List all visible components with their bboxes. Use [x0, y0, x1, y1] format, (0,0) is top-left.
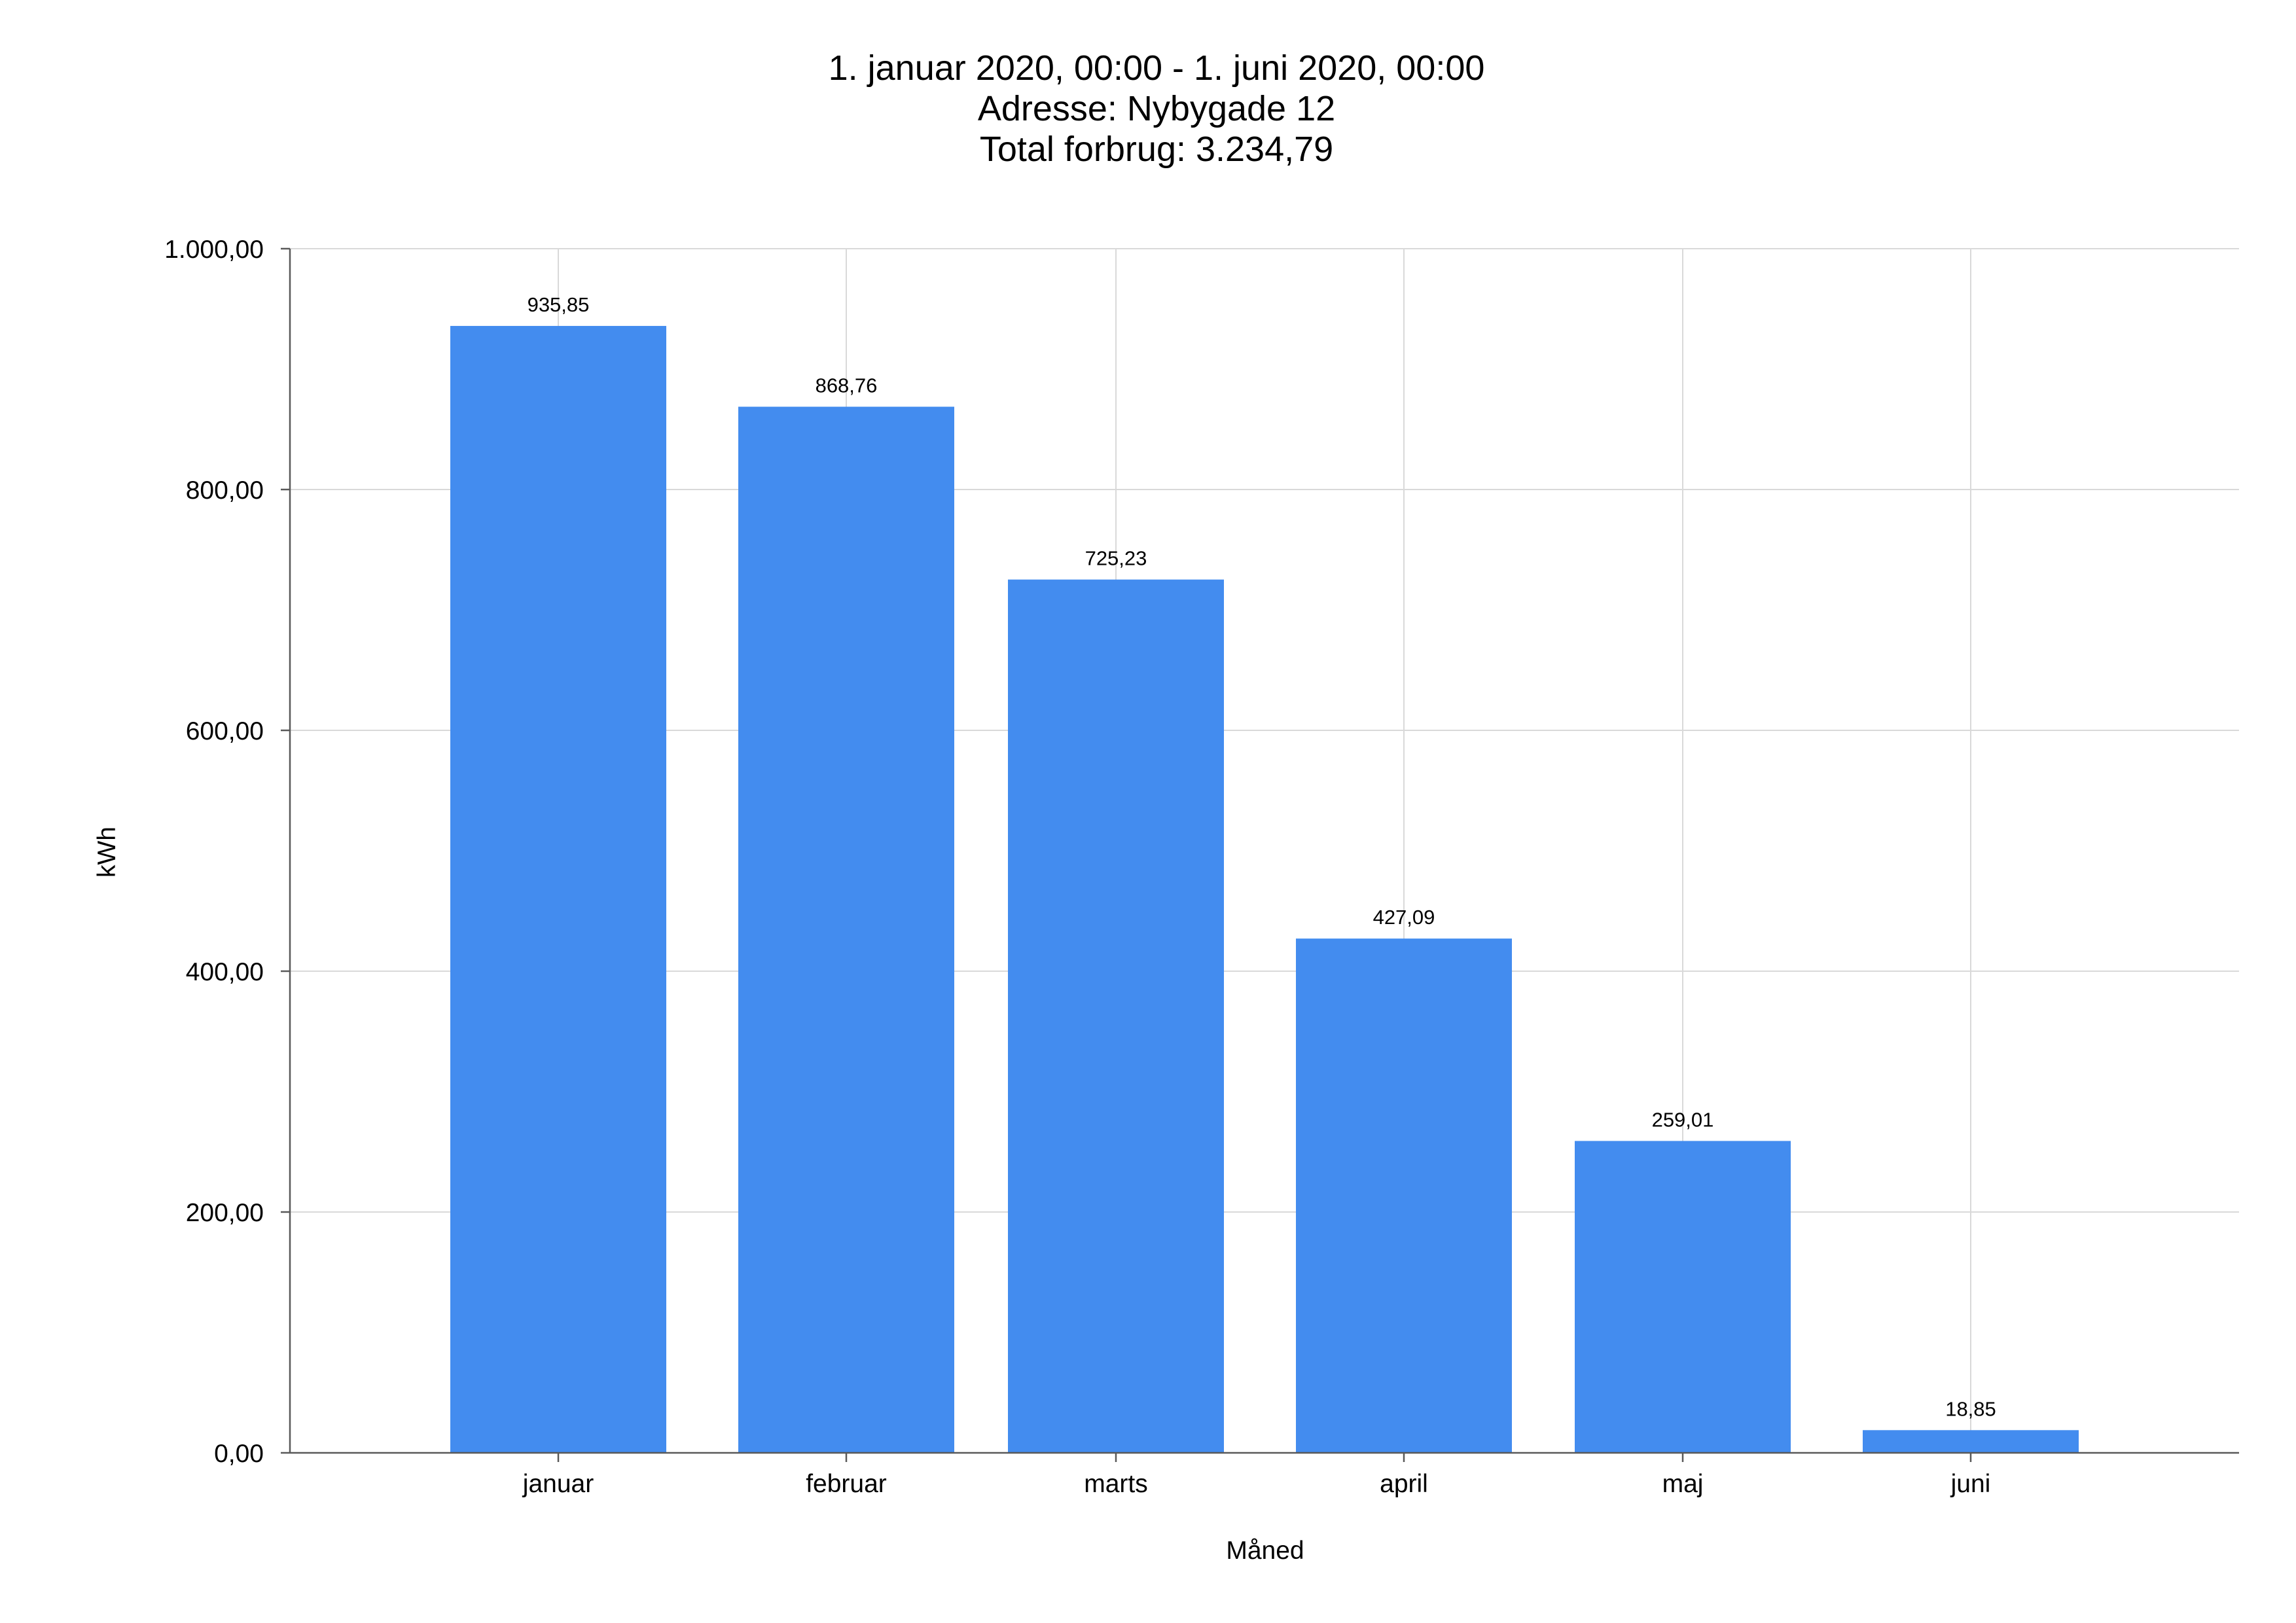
x-tick-label: marts — [1084, 1470, 1148, 1498]
bar-juni — [1863, 1430, 2079, 1453]
x-tick-label: juni — [1950, 1470, 1991, 1498]
chart-title-line-2: Adresse: Nybygade 12 — [978, 89, 1335, 128]
bars — [450, 326, 2079, 1453]
chart-title: 1. januar 2020, 00:00 - 1. juni 2020, 00… — [829, 48, 1485, 169]
y-axis-tick-labels: 0,00 200,00 400,00 600,00 800,00 1.000,00 — [164, 236, 264, 1468]
x-tick-label: februar — [806, 1470, 887, 1498]
data-label: 259,01 — [1652, 1108, 1714, 1131]
y-axis-title: kWh — [93, 827, 121, 878]
y-tick-label: 1.000,00 — [164, 236, 264, 264]
chart-title-line-3: Total forbrug: 3.234,79 — [980, 130, 1333, 169]
data-label: 725,23 — [1085, 547, 1147, 570]
x-tick-label: januar — [522, 1470, 594, 1498]
x-tick-label: april — [1380, 1470, 1428, 1498]
y-tick-label: 800,00 — [186, 476, 264, 505]
x-tick-label: maj — [1662, 1470, 1704, 1498]
chart-title-line-1: 1. januar 2020, 00:00 - 1. juni 2020, 00… — [829, 48, 1485, 88]
y-tick-label: 0,00 — [214, 1440, 264, 1468]
data-label: 18,85 — [1945, 1397, 1996, 1420]
x-axis-title: Måned — [1226, 1537, 1304, 1565]
data-label: 427,09 — [1373, 906, 1435, 929]
data-label: 935,85 — [528, 293, 590, 316]
y-tick-label: 600,00 — [186, 717, 264, 745]
x-axis-tick-labels: januar februar marts april maj juni — [522, 1470, 1991, 1498]
bar-marts — [1008, 579, 1224, 1453]
bar-april — [1296, 938, 1512, 1453]
y-tick-label: 200,00 — [186, 1199, 264, 1227]
bar-maj — [1575, 1141, 1791, 1453]
data-labels: 935,85 868,76 725,23 427,09 259,01 18,85 — [528, 293, 1996, 1420]
axes — [281, 247, 2239, 1462]
bar-februar — [738, 406, 954, 1453]
y-tick-label: 400,00 — [186, 958, 264, 986]
bar-januar — [450, 326, 666, 1453]
data-label: 868,76 — [816, 374, 878, 397]
